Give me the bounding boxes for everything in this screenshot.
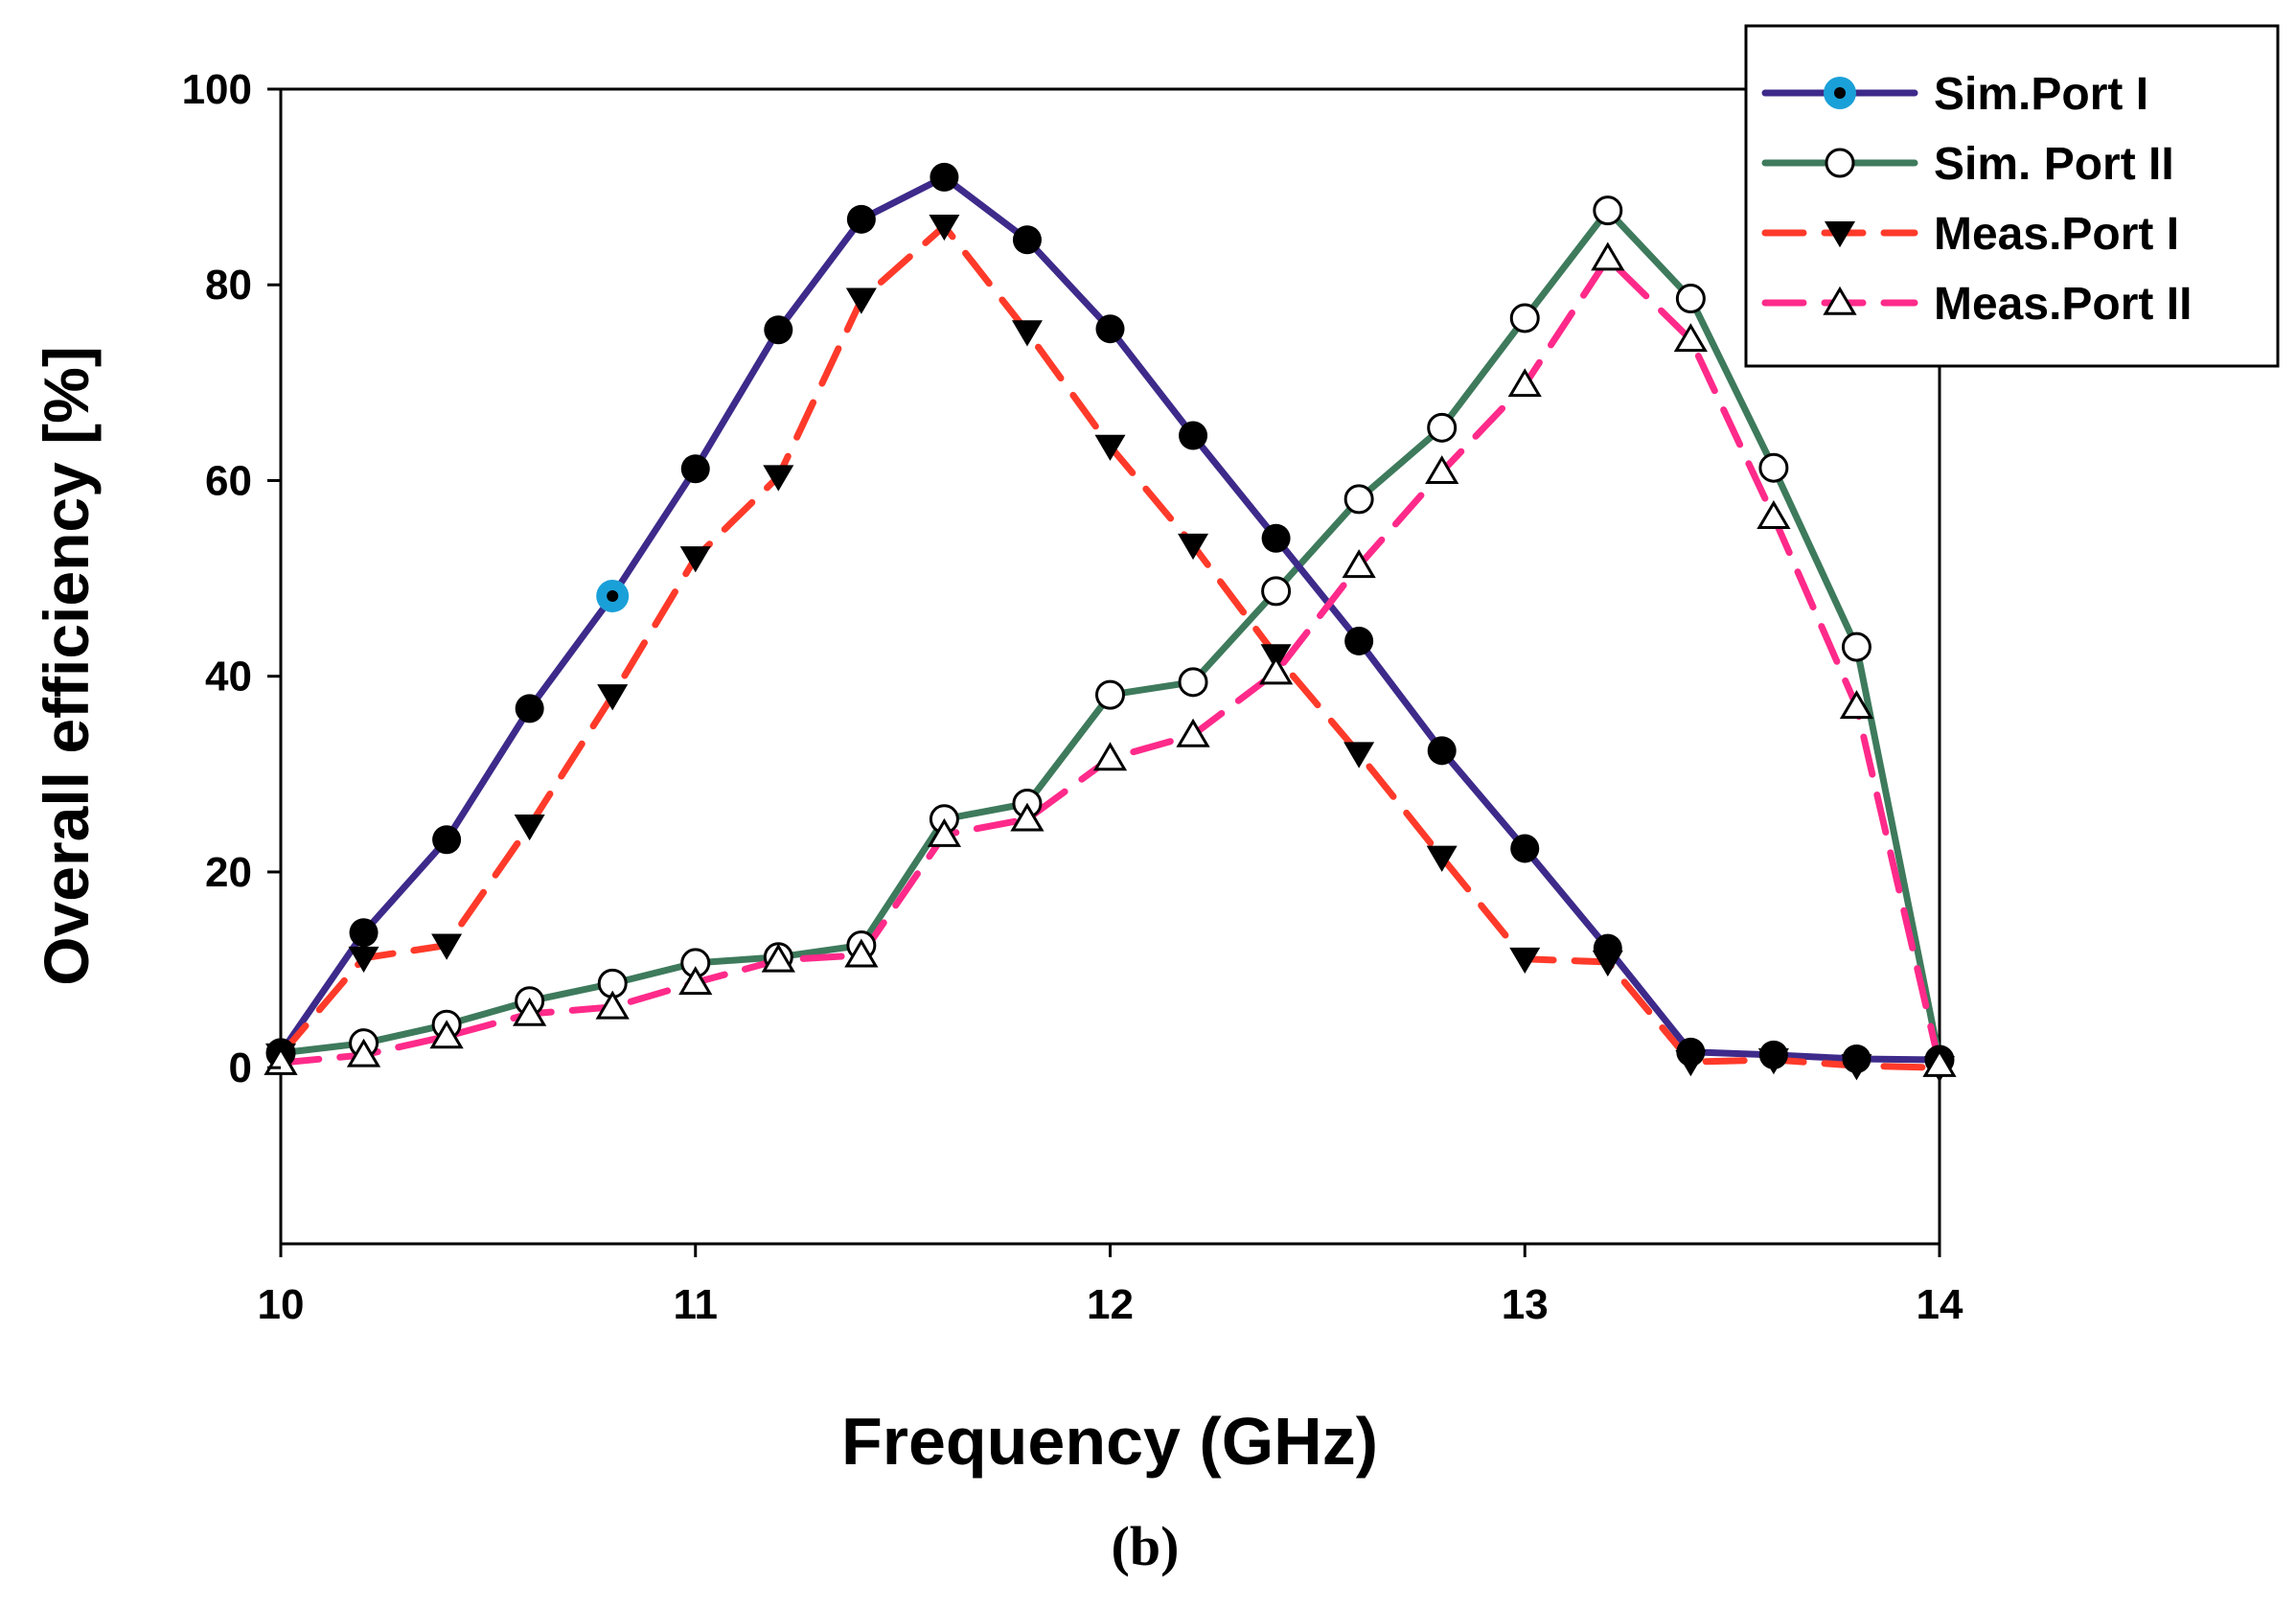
legend-marker-2 xyxy=(1825,221,1855,248)
data-point-series-2 xyxy=(763,465,794,492)
legend-marker-1 xyxy=(1825,148,1855,178)
data-point-series-2 xyxy=(679,546,711,573)
data-point-series-0 xyxy=(846,204,876,234)
data-point-series-3 xyxy=(1176,718,1210,747)
data-point-series-0 xyxy=(1261,523,1291,553)
data-point-series-2 xyxy=(1592,950,1623,977)
legend-label-3: Meas.Port II xyxy=(1934,279,2192,330)
data-point-series-3 xyxy=(346,1038,381,1068)
data-point-series-0 xyxy=(1427,736,1457,766)
data-point-series-1 xyxy=(1261,576,1292,607)
data-point-series-0 xyxy=(1012,225,1042,255)
data-point-series-3 xyxy=(761,943,795,973)
data-point-series-3 xyxy=(1922,1047,1957,1077)
y-tick-label: 40 xyxy=(205,654,252,700)
series-line-3 xyxy=(277,255,1943,1068)
data-point-series-3 xyxy=(1092,742,1128,771)
data-point-series-0 xyxy=(515,694,544,723)
data-point-series-0 xyxy=(930,162,959,192)
legend-label-1: Sim. Port II xyxy=(1934,139,2174,190)
legend-marker-0-center xyxy=(1834,87,1846,99)
data-point-series-3 xyxy=(1258,655,1294,685)
series-markers xyxy=(264,162,1957,1083)
data-point-series-3 xyxy=(1507,368,1542,398)
legend: Sim.Port I Sim. Port II Meas.Port I Meas.Po… xyxy=(1744,24,2280,368)
x-tick-label: 14 xyxy=(1917,1281,1963,1328)
data-point-series-3 xyxy=(1673,323,1708,353)
data-point-series-0 xyxy=(349,918,379,948)
data-point-series-0 xyxy=(680,454,710,484)
x-tick-label: 13 xyxy=(1502,1281,1549,1328)
data-point-series-0 xyxy=(1510,834,1540,863)
data-point-series-2 xyxy=(1426,845,1458,872)
data-point-series-2 xyxy=(845,287,877,314)
data-point-series-3 xyxy=(678,966,713,996)
data-point-series-2 xyxy=(514,814,545,841)
data-point-series-3 xyxy=(595,990,630,1020)
y-axis-title: Overall efficiency [%] xyxy=(31,346,102,986)
data-point-series-3 xyxy=(1591,241,1625,271)
data-point-series-2 xyxy=(1675,1050,1707,1077)
data-point-series-0 xyxy=(1344,626,1374,655)
data-point-series-2 xyxy=(1094,434,1126,461)
y-tick-label: 80 xyxy=(205,262,252,309)
y-tick-label: 20 xyxy=(205,849,252,896)
data-point-series-2 xyxy=(1178,533,1209,561)
data-point-series-2 xyxy=(1757,1048,1789,1075)
data-point-series-1 xyxy=(1593,195,1623,226)
data-point-series-3 xyxy=(1342,549,1376,579)
data-point-series-1 xyxy=(1509,303,1540,333)
x-axis-ticks: 10 11 12 13 14 xyxy=(258,1244,1963,1328)
data-point-series-2 xyxy=(1841,1054,1872,1081)
data-point-series-3 xyxy=(927,817,962,847)
y-axis-ticks: 0 20 40 60 80 100 xyxy=(182,66,281,1091)
data-point-series-1 xyxy=(1758,452,1789,483)
data-point-series-2 xyxy=(1011,320,1043,347)
data-point-series-3 xyxy=(1839,690,1874,720)
y-tick-label: 60 xyxy=(205,457,252,504)
y-tick-label: 0 xyxy=(229,1045,252,1091)
data-point-series-1 xyxy=(1095,679,1125,710)
data-point-series-1 xyxy=(1343,484,1374,515)
data-point-series-0 xyxy=(1179,421,1208,450)
data-point-series-3 xyxy=(1756,500,1791,530)
data-point-series-1 xyxy=(1675,284,1706,314)
data-point-series-1 xyxy=(1178,667,1208,698)
data-point-series-2 xyxy=(1343,742,1375,769)
y-tick-label: 100 xyxy=(182,66,252,113)
data-point-series-2 xyxy=(597,684,629,711)
legend-label-2: Meas.Port I xyxy=(1934,209,2179,260)
series-line-2 xyxy=(277,222,1943,1071)
data-point-series-0 xyxy=(1095,314,1125,344)
data-point-series-0 xyxy=(432,825,462,855)
data-point-series-3 xyxy=(429,1020,464,1049)
data-point-series-2 xyxy=(1509,947,1541,975)
data-point-highlight-center xyxy=(607,589,619,602)
data-point-series-0 xyxy=(764,315,793,345)
data-point-series-3 xyxy=(1425,455,1459,485)
data-point-series-1 xyxy=(1427,412,1458,443)
x-tick-label: 11 xyxy=(673,1281,718,1328)
legend-label-0: Sim.Port I xyxy=(1934,69,2148,120)
data-point-series-2 xyxy=(348,946,379,974)
x-axis-title: Frequency (GHz) xyxy=(841,1404,1378,1479)
data-point-series-2 xyxy=(431,933,463,960)
figure-caption: (b) xyxy=(1112,1515,1180,1577)
data-point-series-3 xyxy=(844,938,879,968)
data-point-series-2 xyxy=(929,214,960,241)
data-point-series-3 xyxy=(513,997,547,1026)
data-point-series-1 xyxy=(1841,631,1871,662)
data-point-series-3 xyxy=(1010,802,1045,832)
x-tick-label: 12 xyxy=(1087,1281,1134,1328)
legend-marker-3 xyxy=(1823,286,1857,315)
x-tick-label: 10 xyxy=(258,1281,305,1328)
